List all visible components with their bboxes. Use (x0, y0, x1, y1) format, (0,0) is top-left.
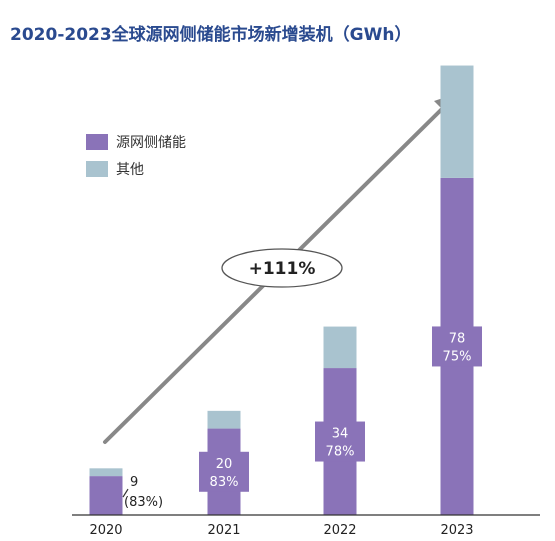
chart-title: 2020-2023全球源网侧储能市场新增装机（GWh） (10, 24, 412, 45)
bar-2022-series-1 (323, 326, 357, 369)
data-labels: 9 (83%) 20 83% 34 78% 78 75% (122, 326, 482, 510)
data-label-value-2020: 9 (130, 475, 138, 490)
data-label-value-2022: 34 (332, 427, 349, 442)
x-tick-2023: 2023 (440, 523, 473, 538)
bar-2023-series-1 (440, 65, 474, 178)
legend-swatch-1 (86, 161, 108, 177)
data-label-share-2021: 83% (210, 475, 239, 490)
data-label-value-2021: 20 (216, 457, 233, 472)
data-label-share-2020: (83%) (124, 495, 163, 510)
data-label-box-2023 (432, 326, 482, 367)
bar-2020-series-1 (89, 468, 123, 477)
bar-2020-series-0 (89, 476, 123, 515)
legend-label-0: 源网侧储能 (116, 135, 186, 151)
data-label-value-2023: 78 (449, 331, 466, 346)
x-tick-2022: 2022 (323, 523, 356, 538)
legend-label-1: 其他 (116, 162, 144, 178)
data-label-box-2021 (199, 451, 249, 492)
x-tick-2020: 2020 (89, 523, 122, 538)
x-tick-labels: 2020 2021 2022 2023 (89, 523, 473, 538)
data-label-leader-2020 (122, 488, 129, 498)
x-tick-2021: 2021 (207, 523, 240, 538)
bar-2021-series-1 (207, 410, 241, 429)
legend-swatch-0 (86, 134, 108, 150)
growth-annotation: +111% (249, 259, 316, 279)
growth-badge (221, 248, 343, 288)
legend: 源网侧储能 其他 (86, 134, 186, 178)
data-label-share-2023: 75% (443, 349, 472, 364)
data-label-box-2022 (315, 421, 365, 462)
data-label-share-2022: 78% (326, 445, 355, 460)
